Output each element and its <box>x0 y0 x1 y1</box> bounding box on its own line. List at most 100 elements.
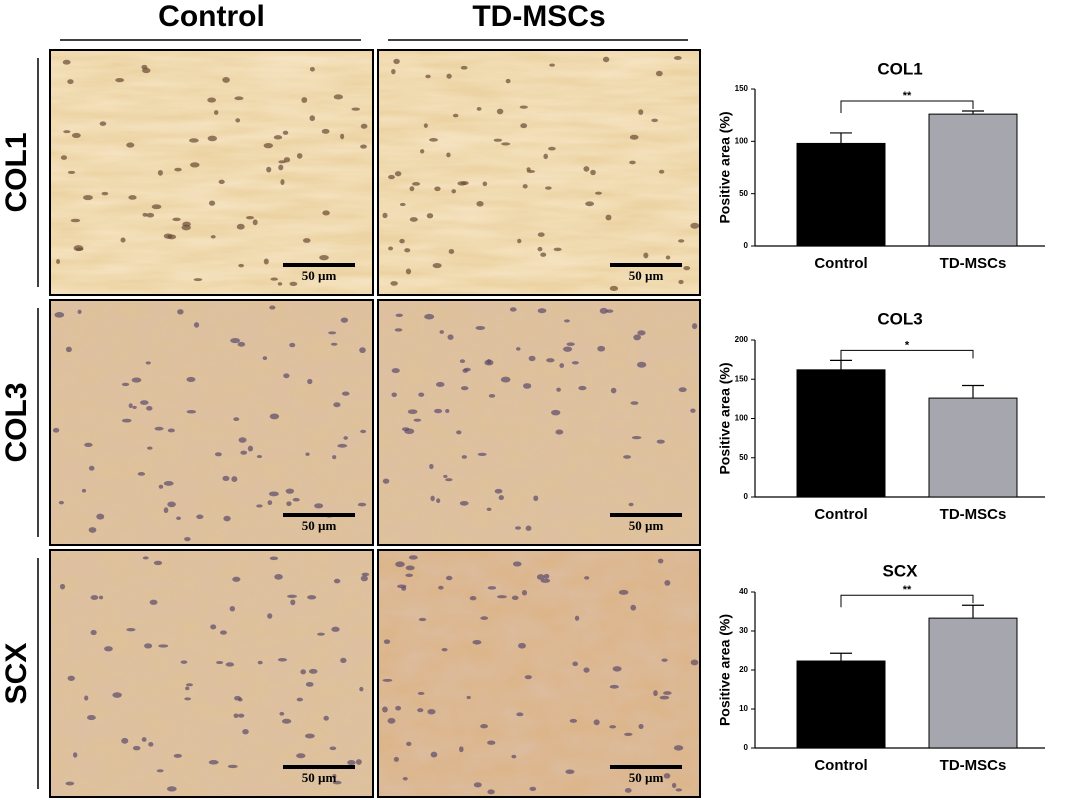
y-tick-label: 10 <box>739 704 748 713</box>
nucleus <box>546 358 555 363</box>
nucleus <box>282 130 289 135</box>
nucleus <box>409 186 415 192</box>
nucleus <box>56 258 61 264</box>
nucleus <box>690 659 699 666</box>
nucleus <box>333 94 343 100</box>
nucleus <box>193 278 203 282</box>
chart-title: SCX <box>883 561 919 580</box>
nucleus <box>317 632 325 636</box>
nucleus <box>585 201 595 207</box>
nucleus <box>602 56 610 63</box>
nucleus <box>280 179 285 186</box>
nucleus <box>319 254 329 261</box>
nucleus <box>657 558 664 564</box>
nucleus <box>405 573 413 578</box>
nucleus <box>423 123 428 128</box>
y-tick-label: 150 <box>735 84 749 93</box>
row-label: SCX <box>0 643 33 705</box>
nucleus <box>193 322 200 328</box>
nucleus <box>543 573 550 579</box>
nucleus <box>70 218 81 223</box>
significance-label: * <box>905 339 910 351</box>
nucleus <box>445 478 453 482</box>
nucleus <box>429 463 434 470</box>
y-tick-label: 200 <box>735 335 749 344</box>
nucleus <box>256 504 263 508</box>
nucleus <box>496 108 504 115</box>
nucleus <box>302 238 311 243</box>
nucleus <box>406 741 412 747</box>
chart-title: COL1 <box>877 59 922 78</box>
nucleus <box>401 427 410 432</box>
nucleus <box>434 186 441 192</box>
nucleus <box>185 686 190 691</box>
image-border <box>377 549 701 798</box>
nucleus <box>131 377 142 383</box>
nucleus <box>623 455 631 459</box>
nucleus <box>476 201 484 207</box>
nucleus <box>487 789 495 795</box>
nucleus <box>409 217 418 222</box>
nucleus <box>236 223 245 230</box>
nucleus <box>67 79 74 85</box>
nucleus <box>564 319 570 323</box>
nucleus <box>63 130 71 134</box>
x-tick-label: Control <box>814 757 867 774</box>
nucleus <box>673 56 682 60</box>
nucleus <box>382 678 393 682</box>
y-tick-label: 0 <box>744 492 749 501</box>
nucleus <box>65 346 72 353</box>
nucleus <box>655 70 663 77</box>
nucleus <box>675 788 683 792</box>
nucleus <box>595 191 602 195</box>
nucleus <box>359 347 366 354</box>
nucleus <box>163 481 174 486</box>
bar <box>796 369 886 498</box>
nucleus <box>233 417 240 422</box>
significance-bracket <box>840 594 974 608</box>
nucleus <box>429 138 439 142</box>
nucleus <box>90 629 97 636</box>
nucleus <box>566 342 575 346</box>
nucleus <box>553 247 562 252</box>
nucleus <box>518 642 526 649</box>
nucleus <box>459 746 464 753</box>
nucleus <box>167 428 175 433</box>
nucleus <box>393 58 400 65</box>
nucleus <box>605 214 612 221</box>
scale-bar-label: 50 µm <box>629 770 664 785</box>
nucleus <box>87 715 96 721</box>
y-tick-label: 30 <box>739 626 748 635</box>
nucleus <box>290 599 296 606</box>
significance-bracket <box>840 349 974 363</box>
nucleus <box>678 279 684 285</box>
bar <box>928 397 1018 498</box>
nucleus <box>166 786 177 792</box>
nucleus <box>520 123 528 129</box>
nucleus <box>469 596 477 601</box>
nucleus <box>501 142 511 146</box>
nucleus <box>583 166 590 172</box>
scale-bar-label: 50 µm <box>302 518 337 533</box>
nucleus <box>90 595 99 600</box>
nucleus <box>382 706 388 713</box>
nucleus <box>624 787 632 793</box>
nucleus <box>447 334 454 340</box>
nucleus <box>480 616 489 620</box>
nucleus <box>523 383 532 389</box>
nucleus <box>574 615 580 621</box>
nucleus <box>314 503 324 509</box>
nucleus <box>401 586 407 591</box>
nucleus <box>430 751 438 758</box>
nucleus <box>462 368 469 373</box>
nucleus <box>267 613 273 619</box>
nucleus <box>305 733 315 739</box>
nucleus <box>216 660 224 665</box>
nucleus <box>286 501 292 507</box>
x-tick-label: TD-MSCs <box>940 757 1007 774</box>
nucleus <box>262 356 268 361</box>
column-header: Control <box>158 0 265 33</box>
nucleus <box>528 355 536 362</box>
nucleus <box>333 402 341 408</box>
nucleus <box>120 237 126 243</box>
